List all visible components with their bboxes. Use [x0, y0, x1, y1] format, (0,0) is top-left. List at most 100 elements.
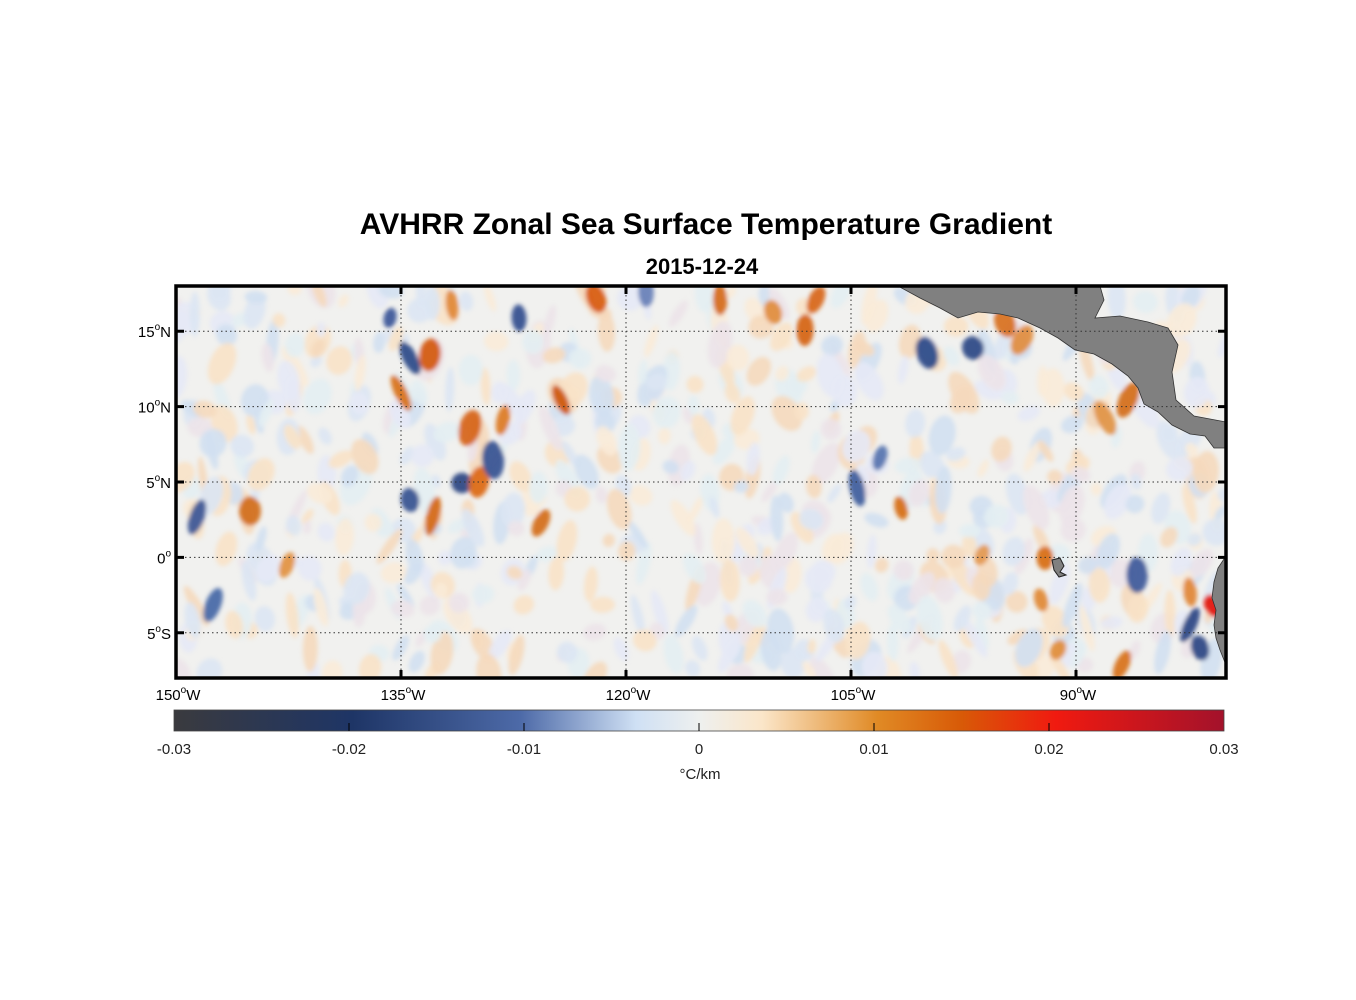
- gradient-blob: [770, 495, 784, 542]
- gradient-blob: [230, 434, 254, 458]
- gradient-blob: [424, 423, 446, 461]
- gradient-blob: [302, 520, 312, 534]
- gradient-blob: [392, 635, 410, 661]
- gradient-blob: [629, 485, 653, 506]
- gradient-blob: [984, 504, 1009, 529]
- gradient-blob: [548, 556, 565, 591]
- gradient-blob: [590, 596, 615, 613]
- gradient-blob: [207, 342, 237, 385]
- gradient-blob: [811, 442, 841, 485]
- gradient-blob: [301, 508, 314, 525]
- gradient-blob: [1061, 415, 1083, 434]
- gradient-blob: [595, 365, 616, 383]
- gradient-blob: [627, 520, 648, 549]
- gradient-blob: [1154, 630, 1172, 675]
- gradient-blob: [472, 584, 495, 604]
- gradient-blob: [539, 406, 562, 451]
- gradient-blob: [328, 450, 354, 469]
- gradient-blob: [941, 544, 966, 569]
- latitude-labels: 15oN 10oN 5oN 0o 5oS: [138, 322, 172, 643]
- lon-label: 105oW: [831, 685, 877, 704]
- gradient-blob: [686, 375, 704, 394]
- gradient-blob: [606, 488, 632, 530]
- gradient-blob: [1160, 526, 1178, 548]
- gradient-blob: [1133, 290, 1158, 313]
- gradient-blob: [652, 396, 681, 429]
- gradient-blob: [845, 621, 871, 660]
- gradient-blob: [574, 454, 599, 489]
- gradient-blob: [311, 286, 327, 307]
- gradient-blob: [484, 331, 509, 352]
- gradient-blob: [261, 343, 275, 372]
- gradient-blob: [1062, 582, 1083, 628]
- gradient-blob: [296, 425, 314, 454]
- colorbar-tick-label: 0.01: [859, 741, 888, 758]
- gradient-blob: [340, 465, 359, 487]
- gradient-blob: [893, 560, 914, 581]
- gradient-blob: [908, 572, 935, 605]
- gradient-blob: [1096, 533, 1121, 570]
- gradient-blob: [733, 480, 749, 493]
- gradient-blob: [809, 656, 836, 678]
- gradient-blob: [225, 610, 243, 639]
- gradient-blob: [724, 382, 741, 404]
- gradient-blob: [638, 359, 648, 385]
- gradient-blob: [1184, 376, 1210, 408]
- gradient-blob: [513, 389, 536, 425]
- gradient-blob: [1023, 441, 1041, 472]
- gradient-blob: [351, 439, 379, 475]
- lat-label: 5oN: [146, 473, 171, 492]
- gradient-blob: [405, 538, 424, 575]
- gradient-blob: [283, 424, 301, 450]
- gradient-blob: [408, 650, 425, 673]
- gradient-blob: [1129, 640, 1141, 660]
- gradient-blob: [447, 518, 468, 534]
- lat-label: 15oN: [138, 322, 171, 341]
- gradient-blob: [1164, 589, 1176, 637]
- gradient-blob: [687, 495, 704, 524]
- gradient-blob: [423, 625, 442, 643]
- gradient-blob: [894, 457, 921, 474]
- gradient-blob: [977, 354, 1006, 391]
- gradient-blob: [376, 528, 403, 565]
- gradient-blob: [613, 637, 629, 662]
- gradient-feature: [1190, 635, 1210, 661]
- gradient-blob: [943, 316, 969, 337]
- gradient-blob: [508, 634, 525, 676]
- frame-ticks: [174, 286, 1226, 678]
- gradient-blob: [193, 400, 217, 419]
- gradient-blob: [584, 566, 598, 602]
- gradient-blob: [748, 315, 774, 339]
- colorbar-tick-label: 0: [695, 741, 703, 758]
- gradient-blob: [860, 572, 879, 601]
- gradient-blob: [285, 376, 301, 413]
- gradient-blob: [618, 423, 641, 471]
- gradient-blob: [790, 511, 814, 544]
- colorbar-unit-label: °C/km: [680, 766, 721, 783]
- gradient-blob: [933, 577, 955, 603]
- gradient-blob: [1125, 494, 1145, 514]
- gradient-blob: [685, 660, 701, 677]
- gradient-blob: [1193, 451, 1219, 493]
- gradient-blob: [806, 474, 822, 499]
- gradient-blob: [632, 629, 657, 652]
- gradient-blob: [977, 459, 989, 478]
- gradient-blob: [617, 286, 644, 311]
- gradient-blob: [1041, 605, 1069, 638]
- gradient-blob: [761, 480, 778, 502]
- gradient-blob: [1050, 652, 1071, 678]
- gradient-blob: [938, 639, 958, 678]
- gradient-blob: [724, 614, 739, 632]
- gradient-feature: [915, 337, 939, 369]
- gradient-blob: [1032, 655, 1055, 678]
- gradient-feature: [1112, 650, 1132, 678]
- gradient-blob: [867, 534, 877, 569]
- lon-label: 90oW: [1060, 685, 1097, 704]
- gradient-blob: [343, 572, 370, 605]
- lat-label: 0o: [157, 548, 171, 567]
- gradient-blob: [419, 595, 440, 616]
- gradient-blob: [1002, 536, 1025, 566]
- gradient-feature: [585, 286, 607, 313]
- gradient-blob: [281, 346, 309, 387]
- gradient-blob: [712, 436, 736, 465]
